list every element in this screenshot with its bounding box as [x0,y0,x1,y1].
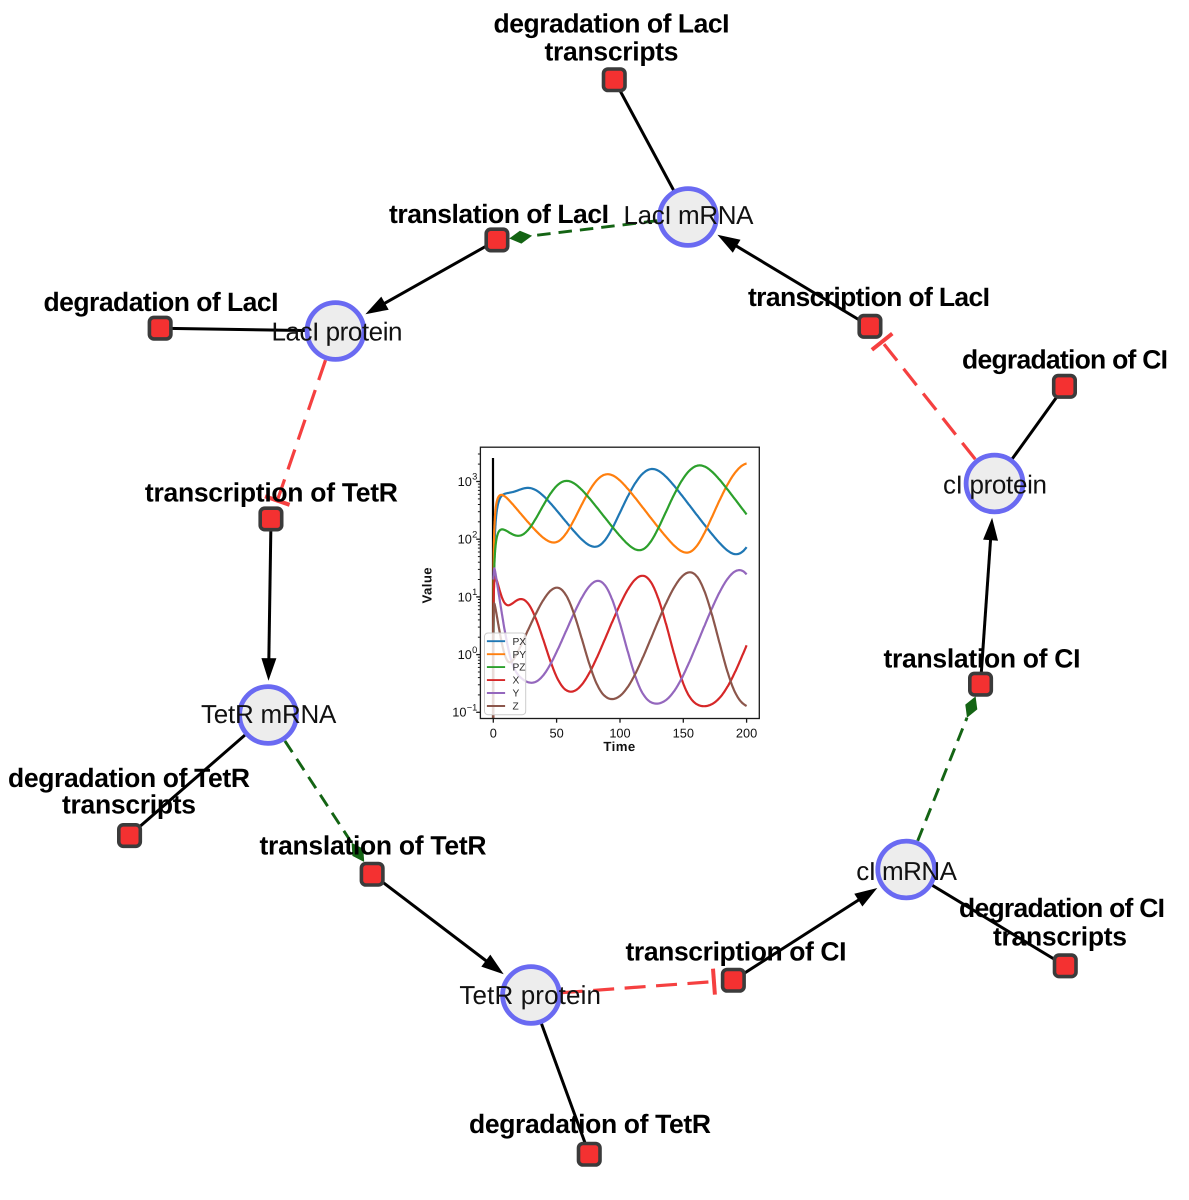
svg-text:−1: −1 [467,703,478,713]
svg-text:degradation of LacI: degradation of LacI [494,9,730,39]
svg-text:degradation of CI: degradation of CI [959,893,1165,923]
svg-text:translation of TetR: translation of TetR [260,830,487,860]
svg-text:cI protein: cI protein [943,469,1047,499]
svg-text:LacI protein: LacI protein [272,316,403,346]
svg-text:100: 100 [609,726,630,741]
svg-text:Y: Y [513,689,520,700]
svg-text:PY: PY [513,650,527,661]
svg-text:LacI mRNA: LacI mRNA [624,200,755,230]
svg-text:10: 10 [458,589,472,604]
svg-text:degradation of TetR: degradation of TetR [469,1109,711,1139]
svg-text:PZ: PZ [513,663,526,674]
svg-text:TetR protein: TetR protein [459,980,601,1010]
svg-text:X: X [513,676,520,687]
svg-text:degradation of LacI: degradation of LacI [44,287,279,317]
svg-text:degradation of TetR: degradation of TetR [8,763,250,793]
svg-text:transcription of TetR: transcription of TetR [145,477,398,507]
svg-text:150: 150 [673,726,694,741]
svg-text:10: 10 [452,705,466,720]
svg-text:10: 10 [458,532,472,547]
svg-text:0: 0 [472,645,477,655]
svg-text:50: 50 [549,726,563,741]
svg-text:PX: PX [513,637,527,648]
svg-text:TetR mRNA: TetR mRNA [201,699,337,729]
svg-text:3: 3 [472,472,477,482]
svg-text:Z: Z [513,702,519,713]
svg-text:10: 10 [458,474,472,489]
svg-text:0: 0 [490,726,497,741]
svg-text:cI mRNA: cI mRNA [856,856,957,886]
svg-text:transcription of LacI: transcription of LacI [748,282,990,312]
svg-text:transcripts: transcripts [545,36,679,66]
svg-text:translation of LacI: translation of LacI [389,199,609,229]
svg-text:Value: Value [420,567,435,603]
svg-text:2: 2 [472,529,477,539]
svg-text:transcription of CI: transcription of CI [626,936,847,966]
svg-text:1: 1 [472,587,477,597]
svg-text:transcripts: transcripts [993,921,1127,951]
svg-text:degradation of CI: degradation of CI [962,344,1168,374]
svg-text:200: 200 [736,726,757,741]
svg-text:Time: Time [603,739,635,754]
svg-text:transcripts: transcripts [62,790,196,820]
svg-text:10: 10 [458,647,472,662]
svg-text:translation of CI: translation of CI [884,643,1081,673]
